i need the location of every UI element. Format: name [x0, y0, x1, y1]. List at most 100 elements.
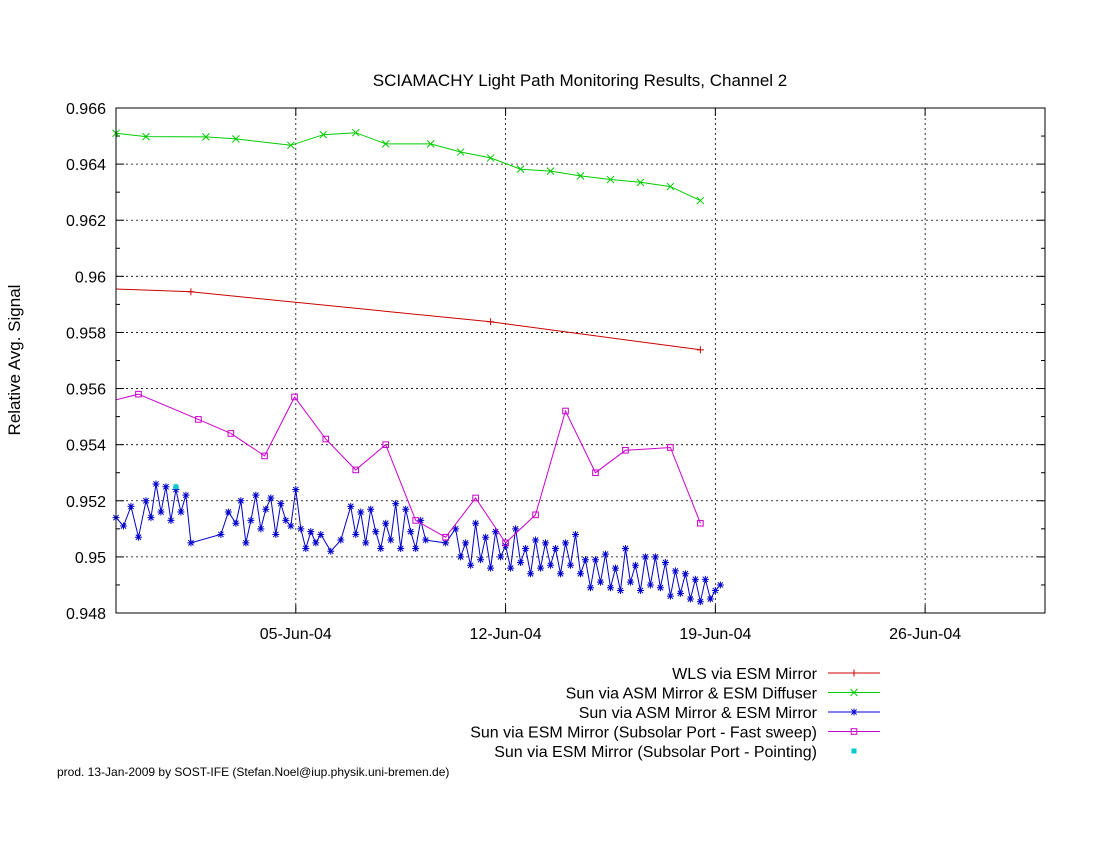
- data-point: [452, 525, 460, 533]
- data-point: [187, 539, 195, 547]
- data-point: [512, 525, 520, 533]
- data-point: [172, 486, 180, 494]
- y-tick-label: 0.952: [66, 494, 106, 511]
- data-point: [227, 430, 235, 437]
- y-tick-label: 0.956: [66, 382, 106, 399]
- data-point: [162, 483, 170, 491]
- data-point: [157, 508, 165, 516]
- data-point: [319, 130, 328, 139]
- data-point: [601, 550, 609, 558]
- data-point: [302, 544, 310, 552]
- data-point: [661, 559, 669, 566]
- data-point: [567, 561, 575, 569]
- data-point: [152, 480, 160, 488]
- data-point: [357, 508, 365, 516]
- legend-item-5: Sun via ESM Mirror (Subsolar Port - Poin…: [494, 744, 857, 761]
- data-point: [666, 182, 675, 191]
- data-point: [252, 491, 260, 499]
- data-point: [850, 688, 858, 697]
- data-point: [552, 544, 560, 552]
- data-point: [537, 564, 545, 572]
- data-point: [402, 505, 410, 513]
- data-point: [532, 511, 539, 519]
- data-point: [147, 514, 155, 522]
- data-point: [572, 530, 580, 538]
- data-point: [347, 502, 355, 510]
- data-point: [517, 559, 525, 566]
- data-point: [119, 522, 127, 530]
- data-point: [407, 528, 415, 536]
- data-point: [646, 581, 654, 589]
- data-point: [622, 446, 629, 454]
- data-point: [291, 393, 298, 401]
- data-point: [706, 595, 714, 603]
- data-point: [422, 536, 430, 544]
- series-2: [112, 128, 705, 205]
- legend-item-3: Sun via ASM Mirror & ESM Mirror: [579, 705, 880, 722]
- legend-label: Sun via ESM Mirror (Subsolar Port - Poin…: [494, 744, 817, 761]
- data-point: [850, 669, 858, 677]
- series-line: [115, 483, 721, 602]
- data-point: [696, 598, 704, 606]
- data-point: [671, 567, 679, 575]
- y-tick-label: 0.966: [66, 101, 106, 118]
- x-tick-label: 26-Jun-04: [889, 626, 961, 643]
- data-point: [477, 556, 485, 564]
- data-point: [282, 516, 290, 524]
- data-point: [546, 167, 555, 175]
- data-point: [487, 564, 495, 572]
- y-tick-label: 0.954: [66, 438, 106, 455]
- data-point: [352, 530, 360, 538]
- data-point: [127, 502, 135, 510]
- data-point: [426, 140, 435, 148]
- data-point: [676, 589, 684, 597]
- data-point: [681, 570, 689, 578]
- y-tick-label: 0.948: [66, 606, 106, 623]
- data-point: [522, 544, 530, 552]
- data-point: [177, 508, 185, 516]
- data-point: [352, 466, 360, 474]
- data-point: [850, 708, 858, 716]
- data-point: [142, 132, 150, 141]
- data-point: [472, 519, 480, 527]
- x-tick-label: 12-Jun-04: [470, 626, 542, 643]
- y-tick-label: 0.958: [66, 325, 106, 342]
- data-point: [656, 584, 664, 592]
- data-point: [667, 444, 674, 451]
- data-point: [312, 539, 320, 547]
- data-point: [322, 435, 330, 443]
- data-point: [195, 416, 202, 423]
- data-point: [636, 178, 645, 187]
- grid: [116, 108, 1045, 613]
- data-point: [292, 486, 300, 494]
- data-point: [502, 539, 509, 547]
- data-point: [412, 544, 420, 552]
- data-point: [851, 748, 857, 754]
- x-tick-label: 19-Jun-04: [679, 626, 751, 643]
- y-tick-label: 0.95: [75, 550, 106, 567]
- data-point: [337, 536, 345, 544]
- data-point: [527, 570, 535, 578]
- data-point: [696, 196, 705, 205]
- data-point: [532, 536, 540, 544]
- series-4: [115, 390, 704, 547]
- data-point: [697, 519, 704, 527]
- data-point: [557, 570, 565, 578]
- data-point: [142, 497, 150, 505]
- legend-label: Sun via ASM Mirror & ESM Diffuser: [566, 686, 818, 703]
- data-point: [417, 516, 425, 524]
- data-point: [397, 544, 405, 552]
- data-point: [596, 578, 604, 586]
- legend-item-4: Sun via ESM Mirror (Subsolar Port - Fast…: [470, 725, 880, 742]
- data-point: [232, 519, 240, 527]
- data-point: [696, 346, 704, 354]
- data-point: [562, 407, 569, 415]
- data-point: [716, 581, 724, 589]
- data-point: [542, 539, 550, 547]
- data-point: [507, 564, 515, 572]
- data-point: [616, 587, 624, 595]
- data-point: [267, 494, 275, 502]
- data-point: [581, 556, 589, 564]
- data-point: [631, 561, 639, 569]
